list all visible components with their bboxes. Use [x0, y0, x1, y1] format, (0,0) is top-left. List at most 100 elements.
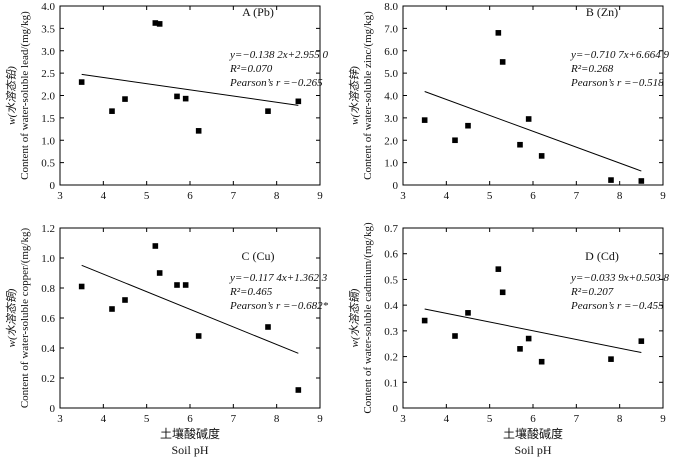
- x-tick-label: 8: [274, 413, 280, 425]
- x-axis-title-en: Soil pH: [514, 443, 551, 457]
- data-point: [608, 177, 614, 183]
- data-point: [78, 79, 85, 85]
- panel-label: A (Pb): [242, 5, 274, 19]
- y-tick-label: 0.6: [41, 313, 55, 325]
- plot-frame: [59, 5, 321, 186]
- x-axis-title-cn: 土壤酸碱度: [160, 426, 220, 441]
- y-tick-label: 0.5: [384, 274, 398, 286]
- plot-frame: [59, 227, 321, 409]
- x-tick-label: 7: [574, 413, 580, 425]
- x-tick-label: 6: [530, 413, 536, 425]
- y-axis-title-en: Content of water-soluble copper/(mg/kg): [19, 228, 31, 409]
- panel-1: 3 4 5 6 7 8 9 0 1.0 2.0 3.0 4.0 5.0 6.0 7.0 8.0 w(水溶态锌) C…: [348, 1, 670, 202]
- data-point: [638, 178, 645, 184]
- data-point: [195, 128, 202, 134]
- data-point: [78, 283, 85, 290]
- plot-frame: [402, 5, 664, 186]
- data-point: [421, 117, 428, 123]
- data-point: [265, 324, 271, 330]
- y-axis-title-en: Content of water-soluble lead/(mg/kg): [19, 11, 31, 180]
- y-tick-label: 8.0: [384, 1, 398, 13]
- y-tick-label: 2.5: [41, 68, 55, 80]
- data-point: [174, 282, 180, 288]
- x-tick-label: 9: [317, 190, 323, 202]
- y-tick-label: 3.5: [41, 23, 55, 35]
- regression-line: [81, 73, 299, 106]
- y-tick-label: 3.0: [384, 113, 398, 125]
- x-tick-label: 4: [444, 413, 450, 425]
- data-point: [421, 317, 428, 324]
- y-tick-label: 0: [393, 403, 399, 415]
- data-point: [452, 333, 458, 339]
- y-axis-title-en: Content of water-soluble zinc/(mg/kg): [362, 11, 374, 180]
- y-tick-label: 1.0: [384, 158, 398, 170]
- panel-label: C (Cu): [242, 249, 275, 263]
- data-point: [452, 137, 458, 144]
- pearson-r: Pearson’s r =−0.518: [570, 77, 664, 89]
- data-point: [195, 333, 202, 339]
- y-tick-label: 1.0: [41, 253, 55, 265]
- data-point: [517, 346, 523, 352]
- data-point: [495, 30, 502, 36]
- panel-2: 3 4 5 6 7 8 9 0 0.2 0.4 0.6 0.8 1.0 1.2 w(水溶态铜) Content…: [5, 223, 329, 425]
- y-tick-label: 0.2: [41, 373, 55, 385]
- x-tick-label: 5: [144, 190, 150, 202]
- x-tick-label: 3: [400, 413, 406, 425]
- x-tick-label: 3: [400, 190, 406, 202]
- data-point: [465, 310, 471, 316]
- data-point: [538, 358, 545, 365]
- r-squared: R²=0.207: [570, 286, 614, 298]
- pearson-r: Pearson’s r =−0.682*: [229, 300, 329, 312]
- panel-0: 3 4 5 6 7 8 9 0 0.5 1.0 1.5 2.0 2.5 3.0 3.5 4.0 w(水溶态铅) C…: [5, 1, 329, 202]
- x-axis-title-en: Soil pH: [171, 443, 208, 457]
- y-tick-label: 0.2: [384, 352, 398, 364]
- x-axis-title-cn: 土壤酸碱度: [503, 426, 563, 441]
- data-point: [499, 289, 506, 296]
- y-tick-label: 7.0: [384, 23, 398, 35]
- data-point: [638, 338, 645, 344]
- data-point: [295, 387, 302, 393]
- data-point: [525, 116, 532, 122]
- y-tick-label: 3.0: [41, 46, 55, 58]
- data-point: [499, 59, 506, 65]
- x-tick-label: 9: [660, 413, 666, 425]
- regression-equation: y=−0.117 4x+1.362 3: [229, 272, 328, 284]
- y-tick-label: 1.0: [41, 135, 55, 147]
- r-squared: R²=0.070: [229, 63, 273, 75]
- data-point: [465, 122, 471, 129]
- y-tick-label: 1.5: [41, 113, 55, 125]
- data-point: [122, 96, 128, 102]
- data-point: [109, 108, 115, 114]
- x-tick-label: 8: [274, 190, 280, 202]
- panel-3: 3 4 5 6 7 8 9 0 0.1 0.2 0.3 0.4 0.5 0.6 0.7 w(水溶态镉) Cont…: [348, 222, 670, 425]
- x-tick-label: 7: [231, 413, 237, 425]
- y-tick-label: 0: [50, 403, 56, 415]
- y-tick-label: 5.0: [384, 68, 398, 80]
- x-tick-label: 4: [101, 190, 107, 202]
- panel-label: D (Cd): [585, 249, 619, 263]
- y-tick-label: 6.0: [384, 46, 398, 58]
- y-axis-title-cn: w(水溶态铅): [5, 66, 18, 125]
- r-squared: R²=0.465: [229, 286, 273, 298]
- data-point: [495, 266, 502, 272]
- x-tick-label: 4: [444, 190, 450, 202]
- x-tick-label: 6: [187, 190, 193, 202]
- plot-frame: [402, 227, 664, 409]
- x-tick-label: 6: [530, 190, 536, 202]
- y-tick-label: 0.7: [384, 223, 398, 235]
- x-tick-label: 8: [617, 413, 623, 425]
- x-tick-label: 7: [231, 190, 237, 202]
- x-tick-label: 4: [101, 413, 107, 425]
- y-tick-label: 0.4: [384, 300, 398, 312]
- y-tick-label: 2.0: [384, 135, 398, 147]
- x-tick-label: 3: [57, 190, 63, 202]
- y-tick-label: 0.3: [384, 326, 398, 338]
- y-tick-label: 0: [50, 180, 56, 192]
- y-tick-label: 2.0: [41, 91, 55, 103]
- data-point: [538, 153, 545, 159]
- panel-label: B (Zn): [586, 5, 618, 19]
- x-tick-label: 9: [317, 413, 323, 425]
- regression-line: [424, 91, 642, 172]
- regression-equation: y=−0.033 9x+0.503 8: [570, 272, 670, 284]
- y-tick-label: 0.5: [41, 158, 55, 170]
